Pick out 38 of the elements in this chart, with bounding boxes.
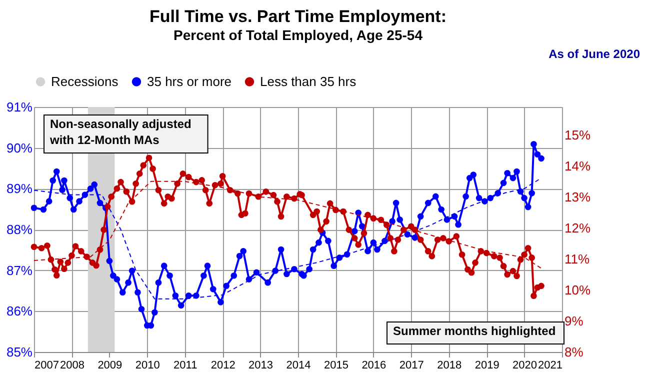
x-tick-label: 2007 [34,360,59,372]
y2-tick-label: 10% [564,282,591,298]
annotation: Non-seasonally adjusted with 12-Month MAs [49,117,192,147]
y2-tick-label: 13% [564,189,591,204]
legend-label: 35 hrs or more [147,74,232,89]
x-tick-label: 2020 [512,360,538,372]
y-tick-label: 87% [6,262,33,278]
y2-tick-label: 8% [564,344,584,360]
chart-subtitle: Percent of Total Employed, Age 25-54 [174,27,423,43]
y2-tick-label: 11% [564,251,590,266]
x-tick-label: 2014 [286,360,311,372]
x-tick-label: 2009 [98,360,122,372]
x-tick-label: 2016 [362,360,386,372]
y-tick-label: 85% [6,344,33,360]
y-tick-label: 90% [6,140,33,156]
y-tick-label: 88% [6,222,33,237]
x-tick-label: 2018 [437,360,462,372]
y-tick-label: 89% [6,181,33,196]
x-tick-label: 2011 [174,360,198,372]
y2-tick-label: 14% [564,158,591,174]
x-tick-label: 2015 [324,360,348,372]
y2-tick-label: 12% [564,220,591,236]
y2-tick-label: 15% [564,127,591,142]
x-tick-label: 2010 [135,360,160,372]
x-tick-label: 2019 [474,360,500,372]
legend-label: Less than 35 hrs [260,74,357,89]
x-tick-label: 2021 [538,360,562,372]
x-tick-label: 2013 [248,360,274,372]
x-tick-label: 2008 [60,360,84,372]
annotation: Summer months highlighted [393,324,556,338]
x-tick-label: 2017 [399,360,424,372]
chart-title: Full Time vs. Part Time Employment: [150,7,446,26]
y2-tick-label: 9% [564,313,584,328]
text: As of June 2020 [548,47,640,61]
x-tick-label: 2012 [210,360,236,372]
y-tick-label: 86% [6,304,33,319]
y-tick-label: 91% [6,100,33,114]
legend-label: Recessions [51,74,119,89]
